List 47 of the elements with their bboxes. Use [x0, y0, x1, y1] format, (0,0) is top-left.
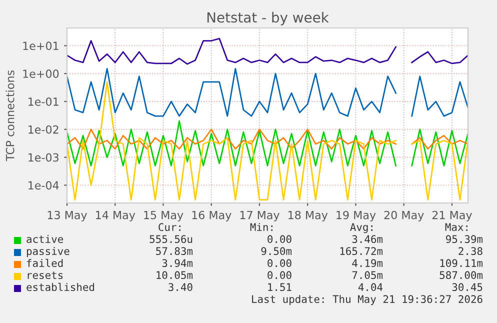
x-tick-label: 19 May: [336, 210, 376, 222]
x-tick-label: 14 May: [96, 210, 136, 222]
text: 7.05m: [352, 271, 383, 280]
x-tick-label: 17 May: [240, 210, 280, 222]
x-tick-label: 16 May: [192, 210, 232, 222]
text: 0.00: [268, 235, 292, 244]
text: 3.94m: [162, 259, 193, 268]
x-tick-label: 15 May: [144, 210, 184, 222]
text: Min:: [250, 222, 272, 231]
chart-title: Netstat - by week: [207, 12, 329, 26]
text: 109.11m: [440, 259, 483, 268]
text: 4.04: [358, 283, 383, 292]
text: 1.51: [268, 283, 292, 292]
text: 95.39m: [446, 235, 483, 244]
text: 555.56u: [150, 235, 192, 244]
text: 165.72m: [340, 247, 383, 256]
y-tick-label: 1e-02: [28, 125, 58, 134]
x-tick-label: 20 May: [384, 210, 424, 222]
text: 9.50m: [261, 247, 292, 256]
text: 4.19m: [352, 259, 383, 268]
y-axis-title: TCP connections: [6, 70, 14, 162]
text: 57.83m: [156, 247, 193, 256]
text: Avg:: [350, 223, 372, 234]
text: 3.46m: [352, 235, 383, 244]
y-tick-label: 1e-03: [28, 153, 58, 162]
text: 3.40: [168, 283, 192, 292]
text: Last update: Thu May 21 19:36:27 2026: [252, 294, 482, 306]
text: Max:: [445, 223, 468, 232]
y-tick-label: 1e-01: [28, 97, 58, 106]
text: 0.00: [268, 259, 292, 268]
x-tick-label: 18 May: [288, 210, 328, 222]
text: 10.05m: [156, 271, 193, 280]
legend-label: failed: [26, 258, 63, 268]
legend-label: resets: [28, 272, 63, 280]
y-tick-label: 1e+00: [23, 70, 59, 78]
legend-label: established: [26, 282, 94, 292]
y-tick-label: 1e-04: [28, 181, 59, 190]
text: 587.00m: [440, 271, 483, 280]
text: Cur:: [158, 223, 180, 232]
y-tick-label: 1e+01: [23, 42, 58, 50]
x-tick-label: 13 May: [48, 210, 87, 222]
text: 2.38: [458, 247, 482, 256]
text: 0.00: [268, 271, 292, 280]
x-tick-label: 21 May: [432, 210, 472, 222]
text: 30.45: [452, 283, 482, 292]
legend-label: passive: [26, 246, 70, 258]
legend-label: active: [26, 234, 64, 244]
